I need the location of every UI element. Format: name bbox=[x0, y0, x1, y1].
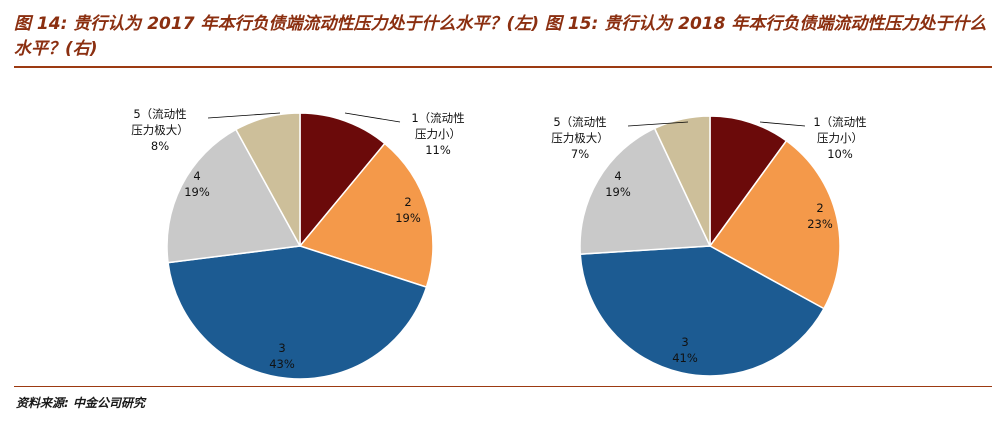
slice-label-1: 1（流动性压力小） 11% bbox=[411, 111, 464, 157]
pie-slice-4 bbox=[166, 128, 302, 264]
slice-label-1: 1（流动性压力小） 10% bbox=[813, 115, 866, 161]
slice-label-3: 3 43% bbox=[269, 341, 295, 371]
pie-slice-2 bbox=[708, 139, 841, 310]
slice-label-2: 2 19% bbox=[395, 195, 421, 225]
slice-label-4: 4 19% bbox=[605, 169, 631, 199]
slice-label-2: 2 23% bbox=[807, 201, 833, 231]
source-divider bbox=[14, 386, 992, 387]
leader-line-5 bbox=[627, 121, 689, 127]
pie-chart-2017: 1（流动性压力小） 11% 2 19% 3 43% 4 19% 5（流动性压力极大） 8% bbox=[131, 107, 465, 380]
slice-label-3: 3 41% bbox=[672, 335, 698, 365]
pie-slice-3 bbox=[579, 245, 825, 377]
figure-title: 图 14: 贵行认为 2017 年本行负债端流动性压力处于什么水平？(左) 图 … bbox=[14, 14, 987, 59]
pie-slice-5 bbox=[653, 115, 711, 247]
pie-slice-2 bbox=[298, 142, 434, 289]
leader-line-1 bbox=[344, 112, 401, 123]
slice-label-5: 5（流动性压力极大） 7% bbox=[551, 115, 609, 161]
pie-slice-5 bbox=[234, 112, 301, 247]
title-divider bbox=[14, 66, 992, 68]
leader-line-5 bbox=[207, 112, 281, 119]
pie-slice-3 bbox=[167, 245, 428, 380]
pie-chart-2018: 1（流动性压力小） 10% 2 23% 3 41% 4 19% 5（流动性压力极大） 7% bbox=[551, 115, 867, 377]
slice-label-4: 4 19% bbox=[184, 169, 210, 199]
pie-slice-1 bbox=[709, 115, 788, 249]
source-note: 资料来源: 中金公司研究 bbox=[16, 396, 145, 410]
pie-slice-1 bbox=[299, 112, 386, 249]
pie-slice-4 bbox=[579, 127, 712, 255]
leader-line-1 bbox=[759, 121, 806, 127]
slice-label-5: 5（流动性压力极大） 8% bbox=[131, 107, 189, 153]
